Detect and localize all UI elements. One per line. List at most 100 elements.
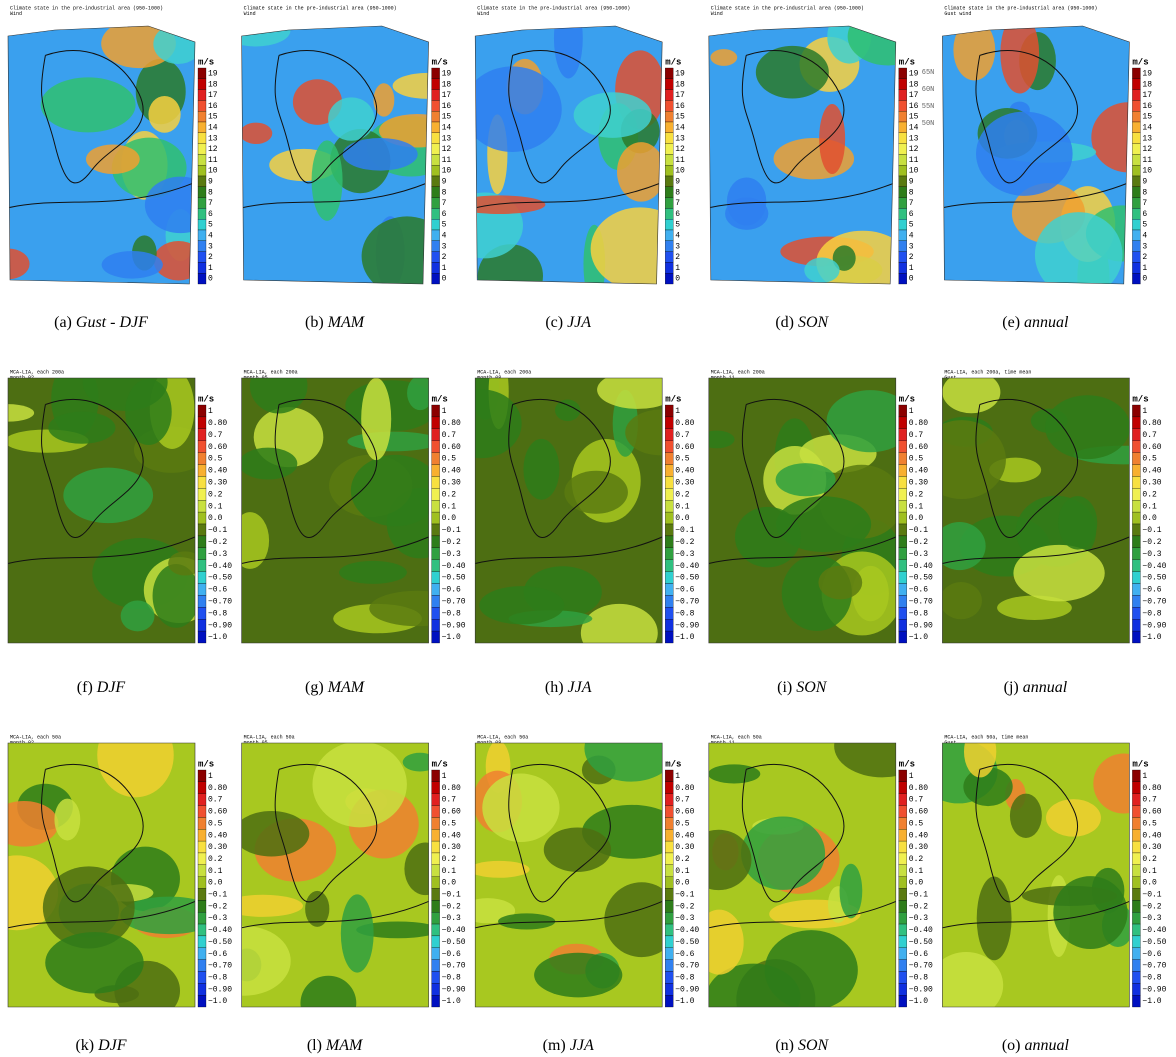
- colorbar-unit: m/s: [432, 57, 448, 67]
- map-region: [564, 471, 628, 514]
- colorbar-unit: m/s: [432, 759, 448, 769]
- colorbar-swatch: [665, 100, 673, 111]
- colorbar-swatch: [1132, 165, 1140, 176]
- map-region: [1010, 794, 1042, 838]
- colorbar-unit: m/s: [1132, 759, 1148, 769]
- colorbar-label: 1: [909, 407, 914, 416]
- colorbar-swatch: [1132, 983, 1140, 995]
- colorbar-swatch: [432, 476, 440, 488]
- colorbar-label: 7: [442, 199, 447, 208]
- colorbar-swatch: [198, 770, 206, 782]
- colorbar-label: 0.7: [675, 431, 690, 440]
- panel-caption: (o) annual: [1002, 1037, 1070, 1054]
- colorbar-label: 0.0: [1142, 879, 1157, 888]
- colorbar-label: 10: [208, 167, 218, 176]
- map-region: [554, 0, 583, 78]
- colorbar-label: 0.0: [909, 514, 924, 523]
- colorbar-swatch: [899, 154, 907, 165]
- colorbar-label: −1.0: [675, 997, 694, 1006]
- colorbar-swatch: [1132, 619, 1140, 631]
- colorbar-swatch: [432, 144, 440, 155]
- colorbar-unit: m/s: [198, 394, 214, 404]
- colorbar-label: −0.50: [208, 938, 232, 947]
- colorbar-swatch: [899, 68, 907, 79]
- colorbar-label: 6: [442, 210, 447, 219]
- map-region: [710, 49, 737, 66]
- colorbar-swatch: [432, 853, 440, 865]
- colorbar-swatch: [198, 144, 206, 155]
- colorbar-swatch: [198, 995, 206, 1007]
- caption-label: (a): [54, 314, 72, 331]
- colorbar-label: −0.50: [675, 938, 699, 947]
- map-region: [1046, 799, 1101, 837]
- colorbar-swatch: [899, 584, 907, 596]
- colorbar-swatch: [198, 441, 206, 453]
- panel-header: Climate state in the pre-industrial area…: [244, 5, 397, 11]
- map: [0, 354, 215, 645]
- colorbar-swatch: [1132, 187, 1140, 198]
- colorbar-swatch: [665, 900, 673, 912]
- colorbar-label: 0.80: [1142, 419, 1161, 428]
- colorbar-label: −1.0: [442, 633, 461, 642]
- map-region: [1058, 496, 1097, 549]
- colorbar-swatch: [665, 960, 673, 972]
- colorbar-label: 16: [1142, 102, 1152, 111]
- colorbar-label: 0.5: [1142, 455, 1157, 464]
- colorbar-label: 2: [442, 253, 447, 262]
- colorbar-label: 0.40: [909, 831, 928, 840]
- map-region: [848, 7, 929, 65]
- colorbar-swatch: [665, 924, 673, 936]
- colorbar-label: 0: [1142, 275, 1147, 284]
- colorbar-swatch: [1132, 198, 1140, 209]
- colorbar-label: 12: [1142, 145, 1152, 154]
- colorbar-label: −1.0: [909, 997, 928, 1006]
- colorbar-swatch: [1132, 971, 1140, 983]
- colorbar-swatch: [198, 936, 206, 948]
- colorbar-label: −1.0: [442, 997, 461, 1006]
- colorbar-swatch: [899, 829, 907, 841]
- figure-canvas: Climate state in the pre-industrial area…: [0, 0, 1176, 1057]
- colorbar-swatch: [899, 912, 907, 924]
- panel-caption: (b) MAM: [305, 314, 366, 331]
- colorbar-label: 5: [208, 221, 213, 230]
- map-region: [977, 876, 1012, 960]
- map-region: [776, 463, 836, 496]
- colorbar-label: 3: [909, 242, 914, 251]
- colorbar-swatch: [665, 133, 673, 144]
- colorbar-label: −0.40: [1142, 562, 1166, 571]
- map: [441, 355, 696, 662]
- colorbar-label: −0.40: [909, 562, 933, 571]
- colorbar-label: 0.30: [442, 478, 461, 487]
- colorbar-label: 13: [442, 134, 452, 143]
- colorbar-swatch: [1132, 465, 1140, 477]
- colorbar-swatch: [1132, 252, 1140, 263]
- colorbar-swatch: [899, 983, 907, 995]
- colorbar-swatch: [1132, 794, 1140, 806]
- colorbar-swatch: [665, 262, 673, 273]
- colorbar-label: −0.3: [1142, 914, 1161, 923]
- caption-label: (k): [75, 1037, 94, 1054]
- colorbar-label: −0.90: [909, 985, 933, 994]
- colorbar-swatch: [432, 770, 440, 782]
- colorbar-label: −0.70: [1142, 962, 1166, 971]
- colorbar-swatch: [432, 631, 440, 643]
- colorbar-swatch: [198, 560, 206, 572]
- colorbar-swatch: [1132, 133, 1140, 144]
- colorbar-label: 19: [1142, 70, 1152, 79]
- colorbar-label: 0.2: [1142, 855, 1157, 864]
- colorbar-swatch: [1132, 429, 1140, 441]
- colorbar-label: 18: [675, 80, 685, 89]
- colorbar-swatch: [899, 219, 907, 230]
- colorbar-swatch: [899, 619, 907, 631]
- colorbar-label: 0.1: [909, 867, 924, 876]
- colorbar-swatch: [198, 889, 206, 901]
- colorbar-swatch: [665, 405, 673, 417]
- colorbar-swatch: [665, 198, 673, 209]
- colorbar-label: 7: [208, 199, 213, 208]
- colorbar-swatch: [432, 983, 440, 995]
- colorbar-label: 5: [442, 221, 447, 230]
- map-region: [234, 811, 310, 856]
- colorbar-unit: m/s: [899, 759, 915, 769]
- panel-header: Wind: [477, 11, 489, 17]
- map-region: [819, 104, 845, 174]
